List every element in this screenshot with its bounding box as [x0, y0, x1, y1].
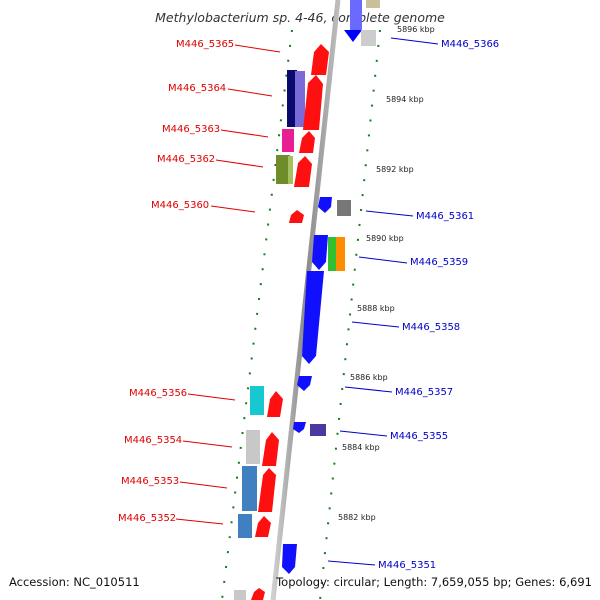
reverse-gene-labels: M446_5366 M446_5361 M446_5359 M446_5358 … [327, 37, 499, 571]
gene-block-5357 [297, 376, 312, 391]
gene-label-fwd: M446_5360 [151, 200, 209, 211]
gene-label-rev: M446_5361 [416, 211, 474, 222]
gene-block-5359b [328, 237, 337, 271]
gene-block-5353b [258, 468, 276, 512]
scale-label: 5886 kbp [350, 373, 388, 382]
gene-label-fwd: M446_5356 [129, 388, 187, 399]
topology-label: Topology: circular; Length: 7,659,055 bp… [275, 575, 592, 589]
gene-block-5365 [311, 44, 329, 75]
gene-label-fwd: M446_5362 [157, 154, 215, 165]
gene-block-5360 [289, 210, 304, 223]
gene-block-5362a [276, 155, 290, 184]
gene-label-fwd: M446_5352 [118, 513, 176, 524]
gene-block-5364b [295, 71, 305, 127]
gene-block-5364c [303, 75, 323, 130]
gene-block-5358 [302, 271, 324, 364]
gene-label-fwd: M446_5365 [176, 39, 234, 50]
accession-label: Accession: NC_010511 [9, 575, 140, 589]
forward-gene-labels: M446_5365 M446_5364 M446_5363 M446_5362 … [118, 39, 281, 525]
gene-label-rev: M446_5358 [402, 322, 460, 333]
gene-label-fwd: M446_5354 [124, 435, 182, 446]
top-features [344, 0, 380, 46]
gene-label-rev: M446_5366 [441, 39, 499, 50]
gene-block-5351 [282, 544, 297, 574]
scale-label: 5892 kbp [376, 165, 414, 174]
gene-block-5359c [336, 237, 345, 271]
scale-label: 5884 kbp [342, 443, 380, 452]
gene-block-5356b [267, 391, 283, 417]
gene-block-5363b [299, 131, 315, 153]
scale-label: 5896 kbp [397, 25, 435, 34]
gene-block-5363a [282, 129, 294, 152]
gene-block-5362c [294, 156, 312, 187]
gc-track-right [319, 29, 381, 600]
scale-label: 5894 kbp [386, 95, 424, 104]
gene-block-5359a [312, 235, 328, 270]
gene-block-5364a [287, 70, 297, 127]
reverse-gene-blocks [282, 197, 351, 574]
gene-block-5362b [288, 156, 293, 184]
scale-label: 5882 kbp [338, 513, 376, 522]
gene-label-rev: M446_5359 [410, 257, 468, 268]
gene-block-5354b [262, 432, 279, 466]
gene-label-fwd: M446_5364 [168, 83, 226, 94]
gene-label-rev: M446_5357 [395, 387, 453, 398]
map-title: Methylobacterium sp. 4-46, complete geno… [155, 10, 445, 25]
scale-label: 5888 kbp [357, 304, 395, 313]
gene-block-5361a [318, 197, 332, 213]
gene-block-5355a [293, 422, 306, 433]
forward-gene-blocks [234, 44, 329, 600]
gene-label-fwd: M446_5353 [121, 476, 179, 487]
scale-label: 5890 kbp [366, 234, 404, 243]
gene-block-5355b [310, 424, 326, 436]
gene-label-fwd: M446_5363 [162, 124, 220, 135]
gene-block-5361b [337, 200, 351, 216]
gene-block-5354a [246, 430, 260, 464]
gene-label-rev: M446_5355 [390, 431, 448, 442]
gene-block-5353a [242, 466, 257, 511]
gene-block-5356a [250, 386, 264, 415]
scale-labels: 5896 kbp 5894 kbp 5892 kbp 5890 kbp 5888… [338, 25, 435, 522]
gene-block-5352b [255, 516, 271, 537]
gene-label-rev: M446_5351 [378, 560, 436, 571]
gene-block-5352a [238, 514, 252, 538]
